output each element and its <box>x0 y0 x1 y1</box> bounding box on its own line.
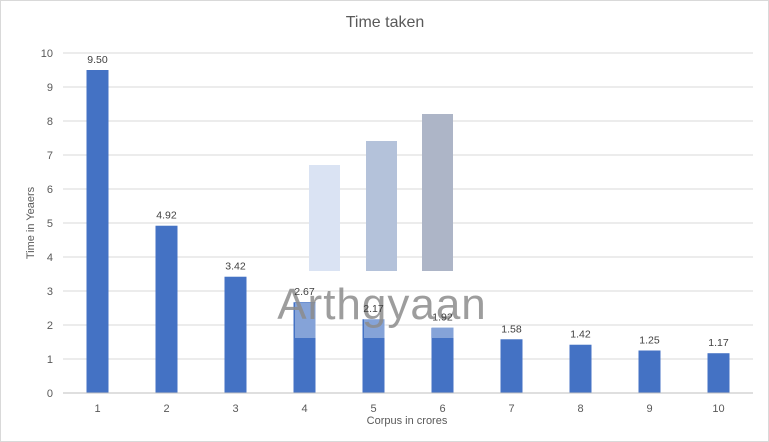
y-tick-label: 9 <box>47 82 53 94</box>
bar-7 <box>500 339 523 393</box>
x-tick-label-5: 5 <box>370 403 376 415</box>
bar-8 <box>569 344 592 393</box>
y-tick-label: 1 <box>47 354 53 366</box>
bar-4 <box>293 302 316 393</box>
x-tick-label-7: 7 <box>508 403 514 415</box>
y-tick-label: 3 <box>47 286 53 298</box>
y-tick-label: 4 <box>47 252 53 264</box>
bar-10 <box>707 353 730 393</box>
data-labels: 9.50 4.92 3.42 2.67 2.17 1.92 1.58 1.42 1.25 1.17 <box>87 54 729 349</box>
data-label-2: 4.92 <box>156 210 177 222</box>
y-tick-label: 10 <box>41 48 53 60</box>
y-tick-label: 8 <box>47 116 53 128</box>
watermark-tint-1 <box>295 303 317 338</box>
watermark-logo: Arthgyaan <box>277 114 487 338</box>
data-label-6: 1.92 <box>432 312 453 324</box>
y-tick-label: 6 <box>47 184 53 196</box>
watermark-tint-2 <box>364 319 386 338</box>
x-tick-label-10: 10 <box>712 403 724 415</box>
gridlines <box>63 52 753 360</box>
data-label-8: 1.42 <box>570 329 591 341</box>
watermark-tint-3 <box>432 328 454 338</box>
watermark-bar-1 <box>309 165 340 271</box>
bar-3 <box>224 276 247 393</box>
data-label-5: 2.17 <box>363 303 384 315</box>
x-tick-label-9: 9 <box>646 403 652 415</box>
y-tick-label: 5 <box>47 218 53 230</box>
bar-5 <box>362 319 385 393</box>
bar-1 <box>86 70 109 393</box>
data-label-9: 1.25 <box>639 335 660 347</box>
x-axis-ticks: 1 2 3 4 5 6 7 8 9 10 <box>94 403 724 415</box>
bar-2 <box>155 225 178 393</box>
x-tick-label-4: 4 <box>301 403 307 415</box>
data-label-7: 1.58 <box>501 323 522 335</box>
y-axis-label: Time in Yeaers <box>25 186 37 259</box>
y-tick-label: 2 <box>47 320 53 332</box>
bar-6 <box>431 327 454 393</box>
data-label-10: 1.17 <box>708 337 729 349</box>
x-tick-label-1: 1 <box>94 403 100 415</box>
chart-title: Time taken <box>346 14 425 31</box>
data-label-3: 3.42 <box>225 261 246 273</box>
watermark-bar-3 <box>422 114 453 271</box>
x-tick-label-3: 3 <box>232 403 238 415</box>
bar-9 <box>638 350 661 393</box>
data-label-1: 9.50 <box>87 54 108 66</box>
y-axis-ticks: 0 1 2 3 4 5 6 7 8 9 10 <box>41 48 53 400</box>
y-tick-label: 0 <box>47 388 53 400</box>
bars <box>86 70 730 393</box>
x-axis-label: Corpus in crores <box>367 415 448 427</box>
watermark-bar-2 <box>366 141 397 271</box>
data-label-4: 2.67 <box>294 286 315 298</box>
y-tick-label: 7 <box>47 150 53 162</box>
x-tick-label-2: 2 <box>163 403 169 415</box>
x-tick-label-8: 8 <box>577 403 583 415</box>
watermark-text: Arthgyaan <box>277 280 487 329</box>
x-tick-label-6: 6 <box>439 403 445 415</box>
